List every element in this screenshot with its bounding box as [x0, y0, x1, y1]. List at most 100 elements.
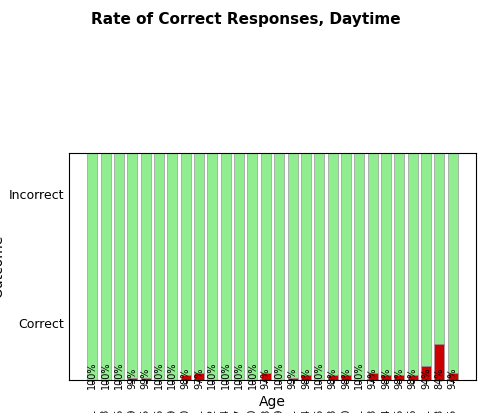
Text: 98%: 98%	[301, 368, 311, 389]
Text: 94%: 94%	[421, 368, 431, 389]
Text: 81: 81	[421, 408, 431, 413]
Text: 44: 44	[221, 408, 231, 413]
X-axis label: Age: Age	[259, 394, 286, 408]
Text: 100%: 100%	[234, 361, 244, 389]
Bar	[421, 366, 431, 380]
Text: 21: 21	[87, 408, 97, 413]
Text: 83: 83	[435, 408, 444, 413]
Text: 35: 35	[141, 408, 151, 413]
Text: 68: 68	[327, 408, 338, 413]
Text: 41: 41	[194, 408, 204, 413]
Text: 40: 40	[181, 408, 191, 413]
Bar	[127, 377, 137, 380]
Text: 100%: 100%	[101, 361, 110, 389]
Text: 99%: 99%	[141, 368, 151, 389]
Text: 100%: 100%	[314, 361, 324, 389]
Bar	[207, 153, 218, 380]
Bar	[288, 153, 298, 377]
Text: 59: 59	[274, 408, 284, 413]
Bar	[261, 153, 271, 373]
Bar	[181, 153, 191, 375]
Bar	[247, 153, 257, 380]
Text: 97%: 97%	[261, 368, 271, 389]
Text: Rate of Correct Responses, Daytime: Rate of Correct Responses, Daytime	[91, 12, 400, 27]
Text: 99%: 99%	[127, 368, 137, 389]
Bar	[181, 375, 191, 380]
Bar	[288, 377, 298, 380]
Bar	[314, 153, 324, 380]
Bar	[87, 153, 97, 380]
Text: 75: 75	[394, 408, 404, 413]
Bar	[194, 373, 204, 380]
Bar	[408, 153, 418, 375]
Bar	[448, 373, 458, 380]
Bar	[381, 153, 391, 375]
Text: 23: 23	[101, 408, 110, 413]
Bar	[221, 153, 231, 380]
Bar	[234, 153, 244, 380]
Text: 97%: 97%	[448, 368, 458, 389]
Bar	[355, 153, 364, 380]
Text: 74: 74	[381, 408, 391, 413]
Text: 100%: 100%	[154, 361, 164, 389]
Bar	[368, 153, 378, 373]
Text: 70: 70	[341, 408, 351, 413]
Bar	[114, 153, 124, 380]
Text: 100%: 100%	[247, 361, 257, 389]
Text: 99%: 99%	[288, 368, 298, 389]
Bar	[327, 375, 338, 380]
Text: 98%: 98%	[341, 368, 351, 389]
Text: 36: 36	[154, 408, 164, 413]
Bar	[194, 153, 204, 373]
Bar	[274, 153, 284, 380]
Text: 100%: 100%	[87, 361, 97, 389]
Text: 100%: 100%	[207, 361, 218, 389]
Y-axis label: Outcome: Outcome	[0, 235, 5, 298]
Text: 50: 50	[247, 408, 257, 413]
Text: 73: 73	[368, 408, 378, 413]
Bar	[408, 375, 418, 380]
Bar	[394, 153, 405, 375]
Text: 100%: 100%	[274, 361, 284, 389]
Text: 98%: 98%	[381, 368, 391, 389]
Bar	[381, 375, 391, 380]
Text: 76: 76	[408, 408, 418, 413]
Text: 97%: 97%	[368, 368, 378, 389]
Text: 100%: 100%	[221, 361, 231, 389]
Text: 25: 25	[114, 408, 124, 413]
Text: 61: 61	[288, 408, 298, 413]
Text: 29: 29	[127, 408, 137, 413]
Text: 47: 47	[234, 408, 244, 413]
Bar	[101, 153, 110, 380]
Text: 84%: 84%	[435, 368, 444, 389]
Text: 98%: 98%	[408, 368, 418, 389]
Bar	[435, 344, 444, 380]
Bar	[167, 153, 177, 380]
Bar	[301, 375, 311, 380]
Text: 53: 53	[261, 408, 271, 413]
Bar	[394, 375, 405, 380]
Text: 85: 85	[448, 408, 458, 413]
Bar	[140, 153, 151, 377]
Text: 98%: 98%	[181, 368, 191, 389]
Text: 42: 42	[207, 408, 218, 413]
Bar	[435, 153, 444, 344]
Text: 66: 66	[314, 408, 324, 413]
Text: 97%: 97%	[194, 368, 204, 389]
Bar	[448, 153, 458, 373]
Bar	[341, 153, 351, 375]
Bar	[421, 153, 431, 366]
Bar	[261, 373, 271, 380]
Bar	[154, 153, 164, 380]
Text: 100%: 100%	[355, 361, 364, 389]
Text: 100%: 100%	[167, 361, 177, 389]
Bar	[368, 373, 378, 380]
Text: 98%: 98%	[394, 368, 404, 389]
Text: 100%: 100%	[114, 361, 124, 389]
Bar	[301, 153, 311, 375]
Text: 71: 71	[355, 408, 364, 413]
Text: 39: 39	[167, 408, 177, 413]
Bar	[341, 375, 351, 380]
Bar	[140, 377, 151, 380]
Bar	[127, 153, 137, 377]
